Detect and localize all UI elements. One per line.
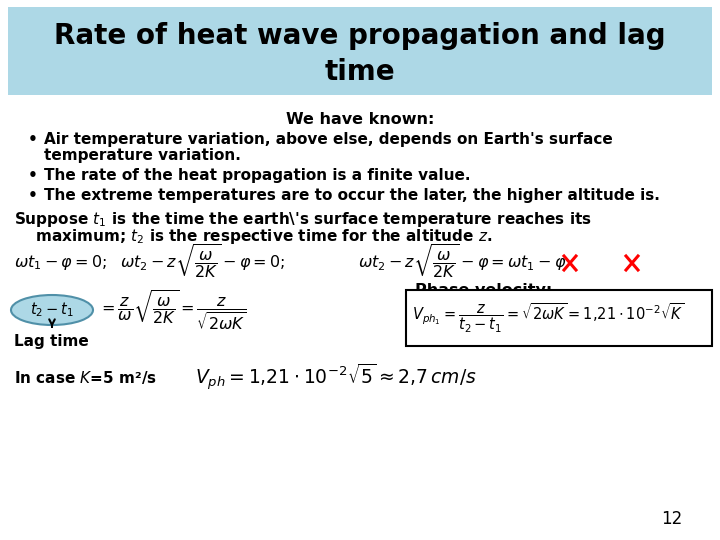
Text: $\omega t_1 - \varphi = 0;$: $\omega t_1 - \varphi = 0;$ [14,253,107,272]
Ellipse shape [11,295,93,325]
Text: $t_2 - t_1$: $t_2 - t_1$ [30,301,74,319]
Text: 12: 12 [662,510,683,528]
Text: The rate of the heat propagation is a finite value.: The rate of the heat propagation is a fi… [44,168,470,183]
Text: Rate of heat wave propagation and lag: Rate of heat wave propagation and lag [54,22,666,50]
Text: $V_{ph_1} = \dfrac{z}{t_2 - t_1} = \sqrt{2\omega K} = 1{,}21 \cdot 10^{-2}\sqrt{: $V_{ph_1} = \dfrac{z}{t_2 - t_1} = \sqrt… [412,301,684,335]
Text: •: • [28,132,38,147]
Text: $V_{ph} = 1{,}21 \cdot 10^{-2}\sqrt{5} \approx 2{,}7\,cm/s$: $V_{ph} = 1{,}21 \cdot 10^{-2}\sqrt{5} \… [195,362,477,393]
Text: Lag time: Lag time [14,334,89,349]
Text: The extreme temperatures are to occur the later, the higher altitude is.: The extreme temperatures are to occur th… [44,188,660,203]
Text: Phase velocity:: Phase velocity: [415,282,552,298]
Text: $\omega t_2 - z\sqrt{\dfrac{\omega}{2K}} - \varphi = 0;$: $\omega t_2 - z\sqrt{\dfrac{\omega}{2K}}… [120,243,285,281]
FancyBboxPatch shape [8,7,712,95]
Text: Suppose $t_1$ is the time the earth\'s surface temperature reaches its: Suppose $t_1$ is the time the earth\'s s… [14,210,592,229]
Text: In case $\mathit{K}$=5 m²/s: In case $\mathit{K}$=5 m²/s [14,368,157,386]
Text: •: • [28,188,38,203]
Text: We have known:: We have known: [286,112,434,127]
Text: $= \dfrac{z}{\omega}\sqrt{\dfrac{\omega}{2K}} = \dfrac{z}{\sqrt{2\omega K}}$: $= \dfrac{z}{\omega}\sqrt{\dfrac{\omega}… [98,288,246,332]
Text: Air temperature variation, above else, depends on Earth's surface: Air temperature variation, above else, d… [44,132,613,147]
Text: maximum; $t_2$ is the respective time for the altitude $z$.: maximum; $t_2$ is the respective time fo… [14,227,492,246]
FancyBboxPatch shape [406,290,712,346]
Text: $\omega t_2 - z\sqrt{\dfrac{\omega}{2K}} - \varphi = \omega t_1 - \varphi$: $\omega t_2 - z\sqrt{\dfrac{\omega}{2K}}… [358,243,567,281]
Text: •: • [28,168,38,183]
Text: temperature variation.: temperature variation. [44,148,241,163]
Text: time: time [325,58,395,86]
